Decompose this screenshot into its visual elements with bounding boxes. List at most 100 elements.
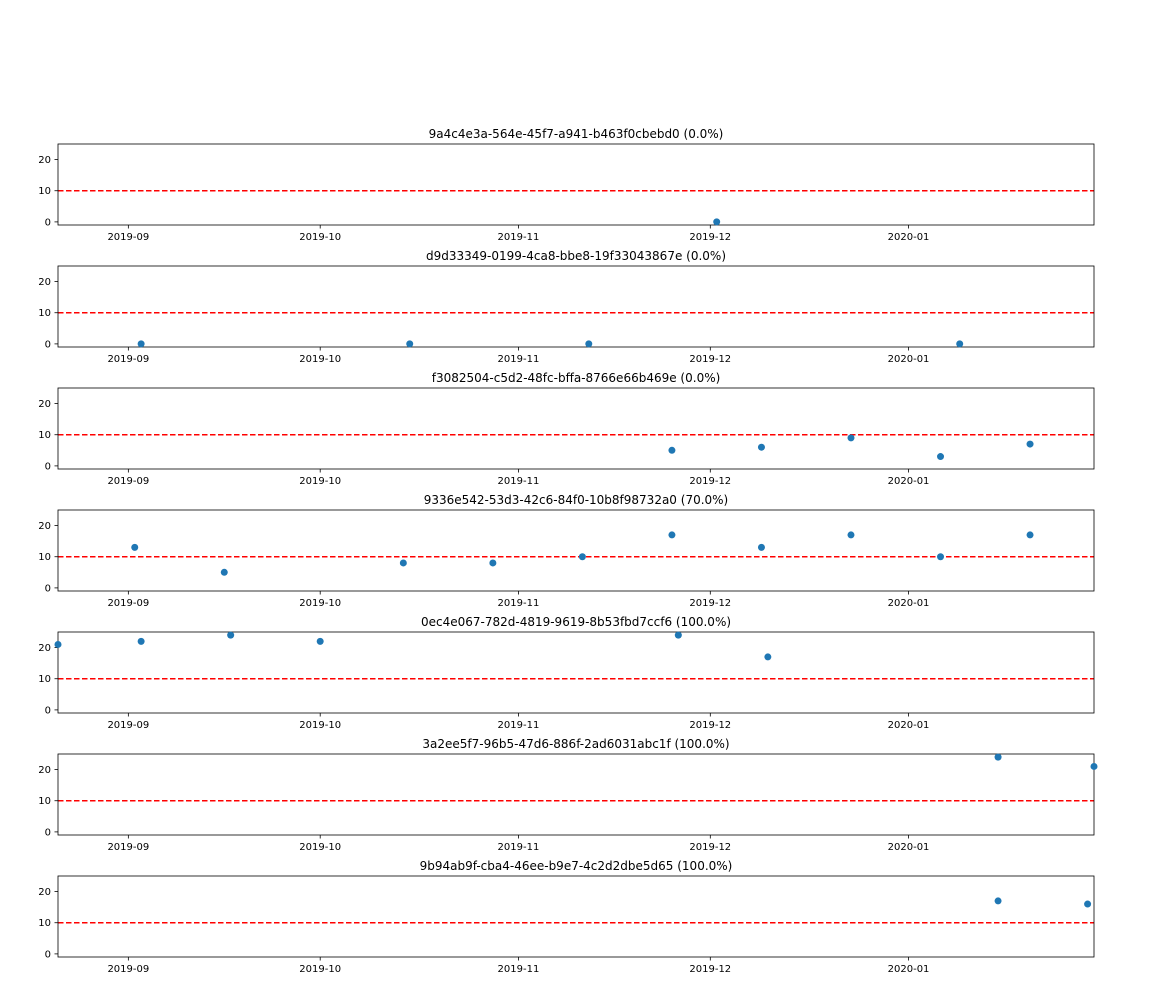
data-point [1026,440,1034,448]
panel-title: f3082504-c5d2-48fc-bffa-8766e66b469e (0.… [432,371,721,385]
panel-title: d9d33349-0199-4ca8-bbe8-19f33043867e (0.… [426,249,726,263]
data-point [1084,900,1092,908]
y-tick-label: 10 [38,308,51,319]
x-tick-label: 2019-10 [299,842,341,853]
x-tick-label: 2019-10 [299,720,341,731]
y-tick-label: 20 [38,765,51,776]
x-tick-label: 2019-12 [689,842,731,853]
x-tick-label: 2019-10 [299,598,341,609]
axes-frame [57,387,1095,470]
y-tick-label: 0 [45,461,51,472]
axes-frame [57,631,1095,714]
data-point [585,340,593,348]
axes-frame [57,143,1095,226]
x-tick-label: 2019-09 [107,598,149,609]
x-tick-label: 2019-12 [689,720,731,731]
x-tick-label: 2019-09 [107,354,149,365]
x-tick-label: 2019-10 [299,354,341,365]
axes-frame [57,875,1095,958]
data-point [674,631,682,639]
x-tick-label: 2019-11 [498,720,540,731]
axes-frame [57,753,1095,836]
y-tick-label: 20 [38,155,51,166]
x-tick-label: 2019-11 [498,232,540,243]
x-tick-label: 2020-01 [888,720,930,731]
axes-frame [57,265,1095,348]
x-tick-label: 2019-09 [107,476,149,487]
y-tick-label: 0 [45,583,51,594]
data-point [399,559,407,567]
y-tick-label: 0 [45,827,51,838]
x-tick-label: 2019-12 [689,476,731,487]
data-point [764,653,772,661]
x-tick-label: 2020-01 [888,598,930,609]
y-tick-label: 20 [38,277,51,288]
panel-title: 9a4c4e3a-564e-45f7-a941-b463f0cbebd0 (0.… [429,127,724,141]
data-point [956,340,964,348]
data-point [227,631,235,639]
x-tick-label: 2019-09 [107,964,149,975]
data-point [137,637,145,645]
x-tick-label: 2019-10 [299,964,341,975]
x-tick-label: 2019-12 [689,354,731,365]
data-point [937,453,945,461]
data-point [137,340,145,348]
y-tick-label: 10 [38,674,51,685]
x-tick-label: 2020-01 [888,232,930,243]
data-point [1026,531,1034,539]
data-point [713,218,721,226]
x-tick-label: 2020-01 [888,964,930,975]
panel-title: 0ec4e067-782d-4819-9619-8b53fbd7ccf6 (10… [421,615,731,629]
panel-title: 9b94ab9f-cba4-46ee-b9e7-4c2d2dbe5d65 (10… [420,859,733,873]
chart-panel-7: 9b94ab9f-cba4-46ee-b9e7-4c2d2dbe5d65 (10… [38,859,1095,975]
chart-panel-4: 9336e542-53d3-42c6-84f0-10b8f98732a0 (70… [38,493,1095,609]
data-point [54,640,62,648]
x-tick-label: 2019-11 [498,598,540,609]
y-tick-label: 0 [45,217,51,228]
y-tick-label: 10 [38,430,51,441]
data-point [220,568,228,576]
data-point [757,543,765,551]
x-tick-label: 2019-10 [299,476,341,487]
data-point [847,434,855,442]
x-tick-label: 2019-12 [689,598,731,609]
data-point [578,553,586,561]
data-point [994,753,1002,761]
data-point [668,531,676,539]
data-point [131,543,139,551]
x-tick-label: 2019-12 [689,232,731,243]
x-tick-label: 2019-11 [498,476,540,487]
y-tick-label: 20 [38,399,51,410]
panel-title: 3a2ee5f7-96b5-47d6-886f-2ad6031abc1f (10… [422,737,729,751]
x-tick-label: 2020-01 [888,842,930,853]
x-tick-label: 2019-11 [498,842,540,853]
y-tick-label: 20 [38,521,51,532]
data-point [316,637,324,645]
data-point [668,446,676,454]
chart-panel-1: 9a4c4e3a-564e-45f7-a941-b463f0cbebd0 (0.… [38,127,1095,243]
x-tick-label: 2019-09 [107,842,149,853]
y-tick-label: 0 [45,949,51,960]
chart-panel-3: f3082504-c5d2-48fc-bffa-8766e66b469e (0.… [38,371,1095,487]
data-point [489,559,497,567]
x-tick-label: 2019-10 [299,232,341,243]
y-tick-label: 10 [38,552,51,563]
axes-frame [57,509,1095,592]
data-point [994,897,1002,905]
chart-panel-5: 0ec4e067-782d-4819-9619-8b53fbd7ccf6 (10… [38,615,1095,731]
data-point [757,443,765,451]
y-tick-label: 20 [38,643,51,654]
y-tick-label: 0 [45,705,51,716]
chart-panel-2: d9d33349-0199-4ca8-bbe8-19f33043867e (0.… [38,249,1095,365]
x-tick-label: 2019-09 [107,232,149,243]
y-tick-label: 10 [38,796,51,807]
x-tick-label: 2019-09 [107,720,149,731]
x-tick-label: 2019-12 [689,964,731,975]
data-point [937,553,945,561]
data-point [406,340,414,348]
y-tick-label: 10 [38,186,51,197]
x-tick-label: 2019-11 [498,964,540,975]
data-point [1090,762,1098,770]
y-tick-label: 0 [45,339,51,350]
